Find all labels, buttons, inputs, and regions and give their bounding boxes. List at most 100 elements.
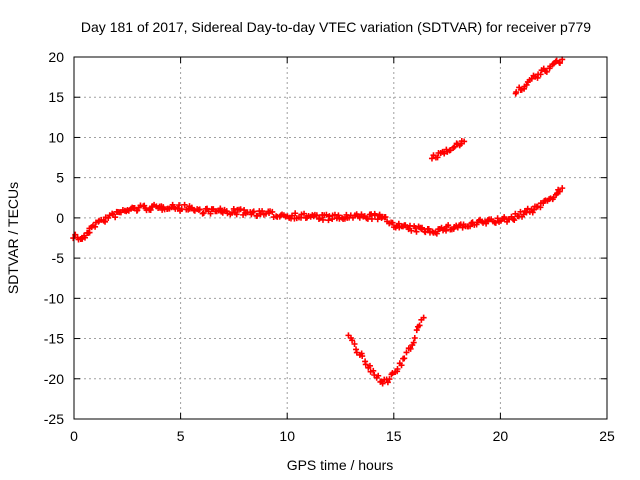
y-tick-label: 0 xyxy=(56,210,64,226)
data-point xyxy=(176,202,183,209)
data-point xyxy=(200,209,207,216)
data-point xyxy=(254,212,261,219)
data-point xyxy=(467,223,474,230)
series-1 xyxy=(345,314,427,387)
series-0 xyxy=(70,185,566,243)
data-point xyxy=(510,216,517,223)
series-3 xyxy=(512,56,566,97)
data-point xyxy=(425,225,432,232)
data-point xyxy=(92,223,99,230)
data-point xyxy=(356,214,363,221)
y-axis-label: SDTVAR / TECUs xyxy=(5,182,21,294)
data-point xyxy=(537,71,544,78)
data-point xyxy=(410,339,417,346)
data-point xyxy=(523,81,530,88)
data-point xyxy=(382,213,389,220)
x-tick-label: 25 xyxy=(599,428,615,444)
data-point xyxy=(250,208,257,215)
data-point xyxy=(362,361,369,368)
data-point xyxy=(351,340,358,347)
data-point xyxy=(483,220,490,227)
data-point xyxy=(319,216,326,223)
data-point xyxy=(419,224,426,231)
data-point xyxy=(301,210,308,217)
y-tick-label: -15 xyxy=(44,331,64,347)
data-point xyxy=(433,230,440,237)
data-point xyxy=(511,217,518,224)
data-point xyxy=(241,207,248,214)
data-point xyxy=(445,222,452,229)
data-point xyxy=(398,362,405,369)
data-point xyxy=(374,216,381,223)
data-point xyxy=(403,349,410,356)
y-tick-label: -10 xyxy=(44,290,64,306)
data-point xyxy=(181,201,188,208)
data-point xyxy=(370,367,377,374)
data-point xyxy=(359,353,366,360)
y-tick-label: 10 xyxy=(48,129,64,145)
data-point xyxy=(420,314,427,321)
data-point xyxy=(353,349,360,356)
data-point xyxy=(428,155,435,162)
data-point xyxy=(543,68,550,75)
data-point xyxy=(112,214,119,221)
data-point xyxy=(230,205,237,212)
y-tick-label: 20 xyxy=(48,49,64,65)
y-tick-label: -5 xyxy=(52,250,65,266)
data-point xyxy=(368,215,375,222)
data-point xyxy=(378,215,385,222)
data-point xyxy=(416,322,423,329)
data-point xyxy=(259,208,266,215)
x-tick-label: 0 xyxy=(70,428,78,444)
data-point xyxy=(379,380,386,387)
data-point xyxy=(451,143,458,150)
data-point xyxy=(434,154,441,161)
data-point xyxy=(411,335,418,342)
data-point xyxy=(461,138,468,145)
data-point xyxy=(413,228,420,235)
data-point xyxy=(109,210,116,217)
axis-ticks: 0 5 10 15 20 25 -25 -20 -15 -10 -5 0 5 10 15 20 xyxy=(44,49,615,444)
data-point xyxy=(82,234,89,241)
data-point xyxy=(316,215,323,222)
data-layer xyxy=(70,56,566,387)
data-point xyxy=(237,206,244,213)
x-axis-label: GPS time / hours xyxy=(287,457,394,473)
data-point xyxy=(269,208,276,215)
y-tick-label: -25 xyxy=(44,411,64,427)
data-point xyxy=(196,206,203,213)
data-point xyxy=(366,362,373,369)
x-tick-label: 15 xyxy=(386,428,402,444)
data-point xyxy=(147,206,154,213)
plot-frame xyxy=(73,56,608,420)
data-point xyxy=(249,209,256,216)
data-point xyxy=(349,337,356,344)
chart-title: Day 181 of 2017, Sidereal Day-to-day VTE… xyxy=(81,19,591,35)
x-tick-label: 10 xyxy=(279,428,295,444)
data-point xyxy=(528,75,535,82)
data-point xyxy=(375,372,382,379)
data-point xyxy=(335,212,342,219)
data-point xyxy=(207,210,214,217)
data-point xyxy=(413,327,420,334)
data-point xyxy=(407,345,414,352)
data-point xyxy=(559,185,566,192)
y-tick-label: -20 xyxy=(44,371,64,387)
data-point xyxy=(325,217,332,224)
x-tick-label: 5 xyxy=(177,428,185,444)
data-point xyxy=(386,376,393,383)
x-tick-label: 20 xyxy=(493,428,509,444)
series-2 xyxy=(428,138,468,162)
data-point xyxy=(292,210,299,217)
data-point xyxy=(492,219,499,226)
data-point xyxy=(441,150,448,157)
data-point xyxy=(384,379,391,386)
data-point xyxy=(450,144,457,151)
data-point xyxy=(401,355,408,362)
data-point xyxy=(531,206,538,213)
data-point xyxy=(394,365,401,372)
data-point xyxy=(408,227,415,234)
data-point xyxy=(517,208,524,215)
